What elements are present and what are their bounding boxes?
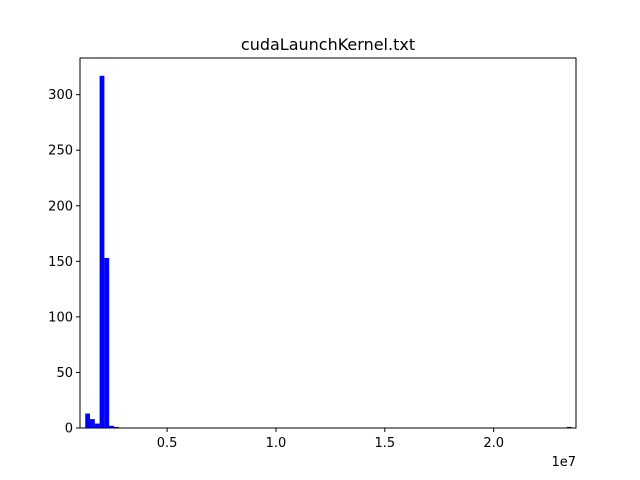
histogram-bars xyxy=(85,75,572,429)
chart-title: cudaLaunchKernel.txt xyxy=(241,35,415,54)
y-tick-label-5: 250 xyxy=(48,144,73,159)
x-axis-ticks: 0.5 1.0 1.5 2.0 xyxy=(157,428,504,451)
histogram-bar-0 xyxy=(85,413,91,428)
y-tick-label-1: 50 xyxy=(56,366,73,381)
y-tick-label-6: 300 xyxy=(48,88,73,103)
histogram-bar-5 xyxy=(109,425,114,428)
histogram-bar-2 xyxy=(94,423,100,428)
y-tick-label-3: 150 xyxy=(48,255,73,270)
histogram-bar-4 xyxy=(104,258,110,428)
x-tick-label-3: 2.0 xyxy=(483,436,504,451)
histogram-bar-7 xyxy=(566,426,572,428)
y-axis-ticks: 0 50 100 150 200 250 300 xyxy=(48,88,80,437)
histogram-bar-6 xyxy=(113,426,119,428)
y-tick-label-0: 0 xyxy=(65,422,73,437)
histogram-bar-3 xyxy=(99,75,105,429)
x-tick-label-1: 1.0 xyxy=(266,436,287,451)
histogram-bar-1 xyxy=(90,419,95,428)
y-tick-label-2: 100 xyxy=(48,310,73,325)
y-tick-label-4: 200 xyxy=(48,199,73,214)
plot-frame xyxy=(79,57,577,429)
x-axis-offset-label: 1e7 xyxy=(551,455,576,470)
x-tick-label-0: 0.5 xyxy=(157,436,178,451)
x-tick-label-2: 1.5 xyxy=(374,436,395,451)
